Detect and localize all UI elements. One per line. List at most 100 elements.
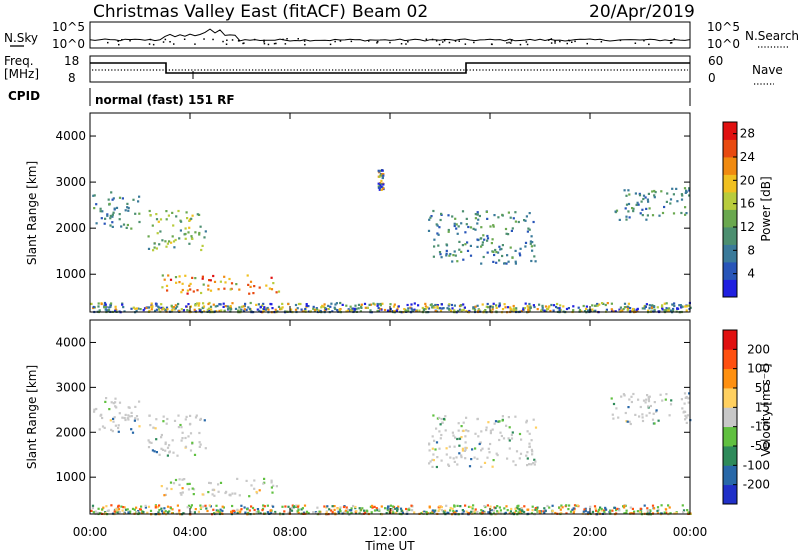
echo-cell [250,484,253,487]
echo-cell [649,404,652,408]
echo-cell [239,510,242,513]
echo-cell [449,456,452,459]
echo-cell [653,305,656,309]
echo-cell [114,508,117,511]
echo-cell [477,218,480,221]
echo-cell [467,430,470,433]
echo-cell [385,512,388,515]
echo-cell [622,308,625,311]
echo-cell [199,443,202,446]
echo-cell [244,511,247,514]
echo-cell [450,303,453,307]
echo-cell [174,478,178,482]
echo-cell [474,213,477,216]
echo-cell [491,428,494,431]
echo-cell [582,510,585,513]
echo-cell [114,397,117,400]
echo-cell [214,305,217,308]
echo-cell [215,511,218,514]
echo-cell [125,226,128,229]
y-tick-label: 1000 [55,470,86,484]
echo-cell [646,394,649,397]
echo-cell [486,237,490,240]
echo-cell [379,302,382,306]
echo-cell [613,506,617,509]
echo-cell [640,200,643,203]
echo-cell [262,504,265,507]
echo-cell [626,420,629,423]
echo-cell [379,169,382,172]
echo-cell [649,509,652,512]
echo-cell [455,223,458,226]
echo-cell [641,307,644,310]
echo-cell [514,249,517,252]
echo-cell [206,308,209,311]
echo-cell [221,505,224,508]
echo-cell [400,509,403,513]
echo-cell [499,431,502,434]
echo-cell [544,305,548,308]
echo-cell [215,310,218,313]
echo-cell [201,493,204,496]
echo-cell [584,507,587,510]
noise-search-dot [212,38,214,41]
echo-cell [424,302,427,305]
echo-cell [344,509,348,512]
echo-cell [191,441,194,444]
echo-cell [508,426,511,429]
echo-cell [270,288,274,291]
echo-cell [134,417,137,420]
echo-cell [200,248,203,252]
echo-cell [190,217,193,220]
echo-cell [165,487,169,490]
echo-cell [238,494,241,497]
echo-cell [459,304,462,307]
noise-search-dot [121,39,123,41]
echo-cell [265,284,268,287]
echo-cell [155,302,158,306]
echo-cell [349,305,352,308]
echo-cell [247,283,250,286]
echo-cell [127,414,130,417]
echo-cell [577,306,580,309]
echo-cell [106,509,109,512]
echo-cell [236,477,239,480]
echo-cell [431,306,434,309]
echo-cell [159,218,163,221]
echo-cell [527,508,530,511]
echo-cell [626,305,629,308]
echo-cell [688,194,691,197]
echo-cell [447,230,450,233]
echo-cell [198,302,201,305]
echo-cell [135,506,138,509]
echo-cell [519,247,522,250]
echo-cell [684,213,687,216]
echo-cell [684,410,687,413]
echo-cell [117,506,120,510]
echo-cell [505,262,508,265]
echo-cell [476,418,479,421]
echo-cell [511,256,514,259]
echo-cell [174,304,177,307]
echo-cell [648,307,651,310]
echo-cell [616,507,619,510]
echo-cell [457,422,460,425]
echo-cell [123,416,126,420]
echo-cell [578,308,582,312]
echo-cell [330,509,333,512]
echo-cell [178,509,181,512]
echo-cell [357,307,360,310]
echo-cell [149,509,153,512]
noise-search-dot [566,42,568,45]
echo-cell [187,231,190,234]
echo-cell [597,508,601,511]
echo-cell [610,397,613,400]
echo-cell [157,308,161,311]
echo-cell [339,510,342,513]
echo-cell [237,309,240,312]
echo-cell [507,437,510,440]
echo-cell [221,509,224,512]
echo-cell [399,507,403,510]
echo-cell [667,309,670,312]
echo-cell [276,310,279,313]
